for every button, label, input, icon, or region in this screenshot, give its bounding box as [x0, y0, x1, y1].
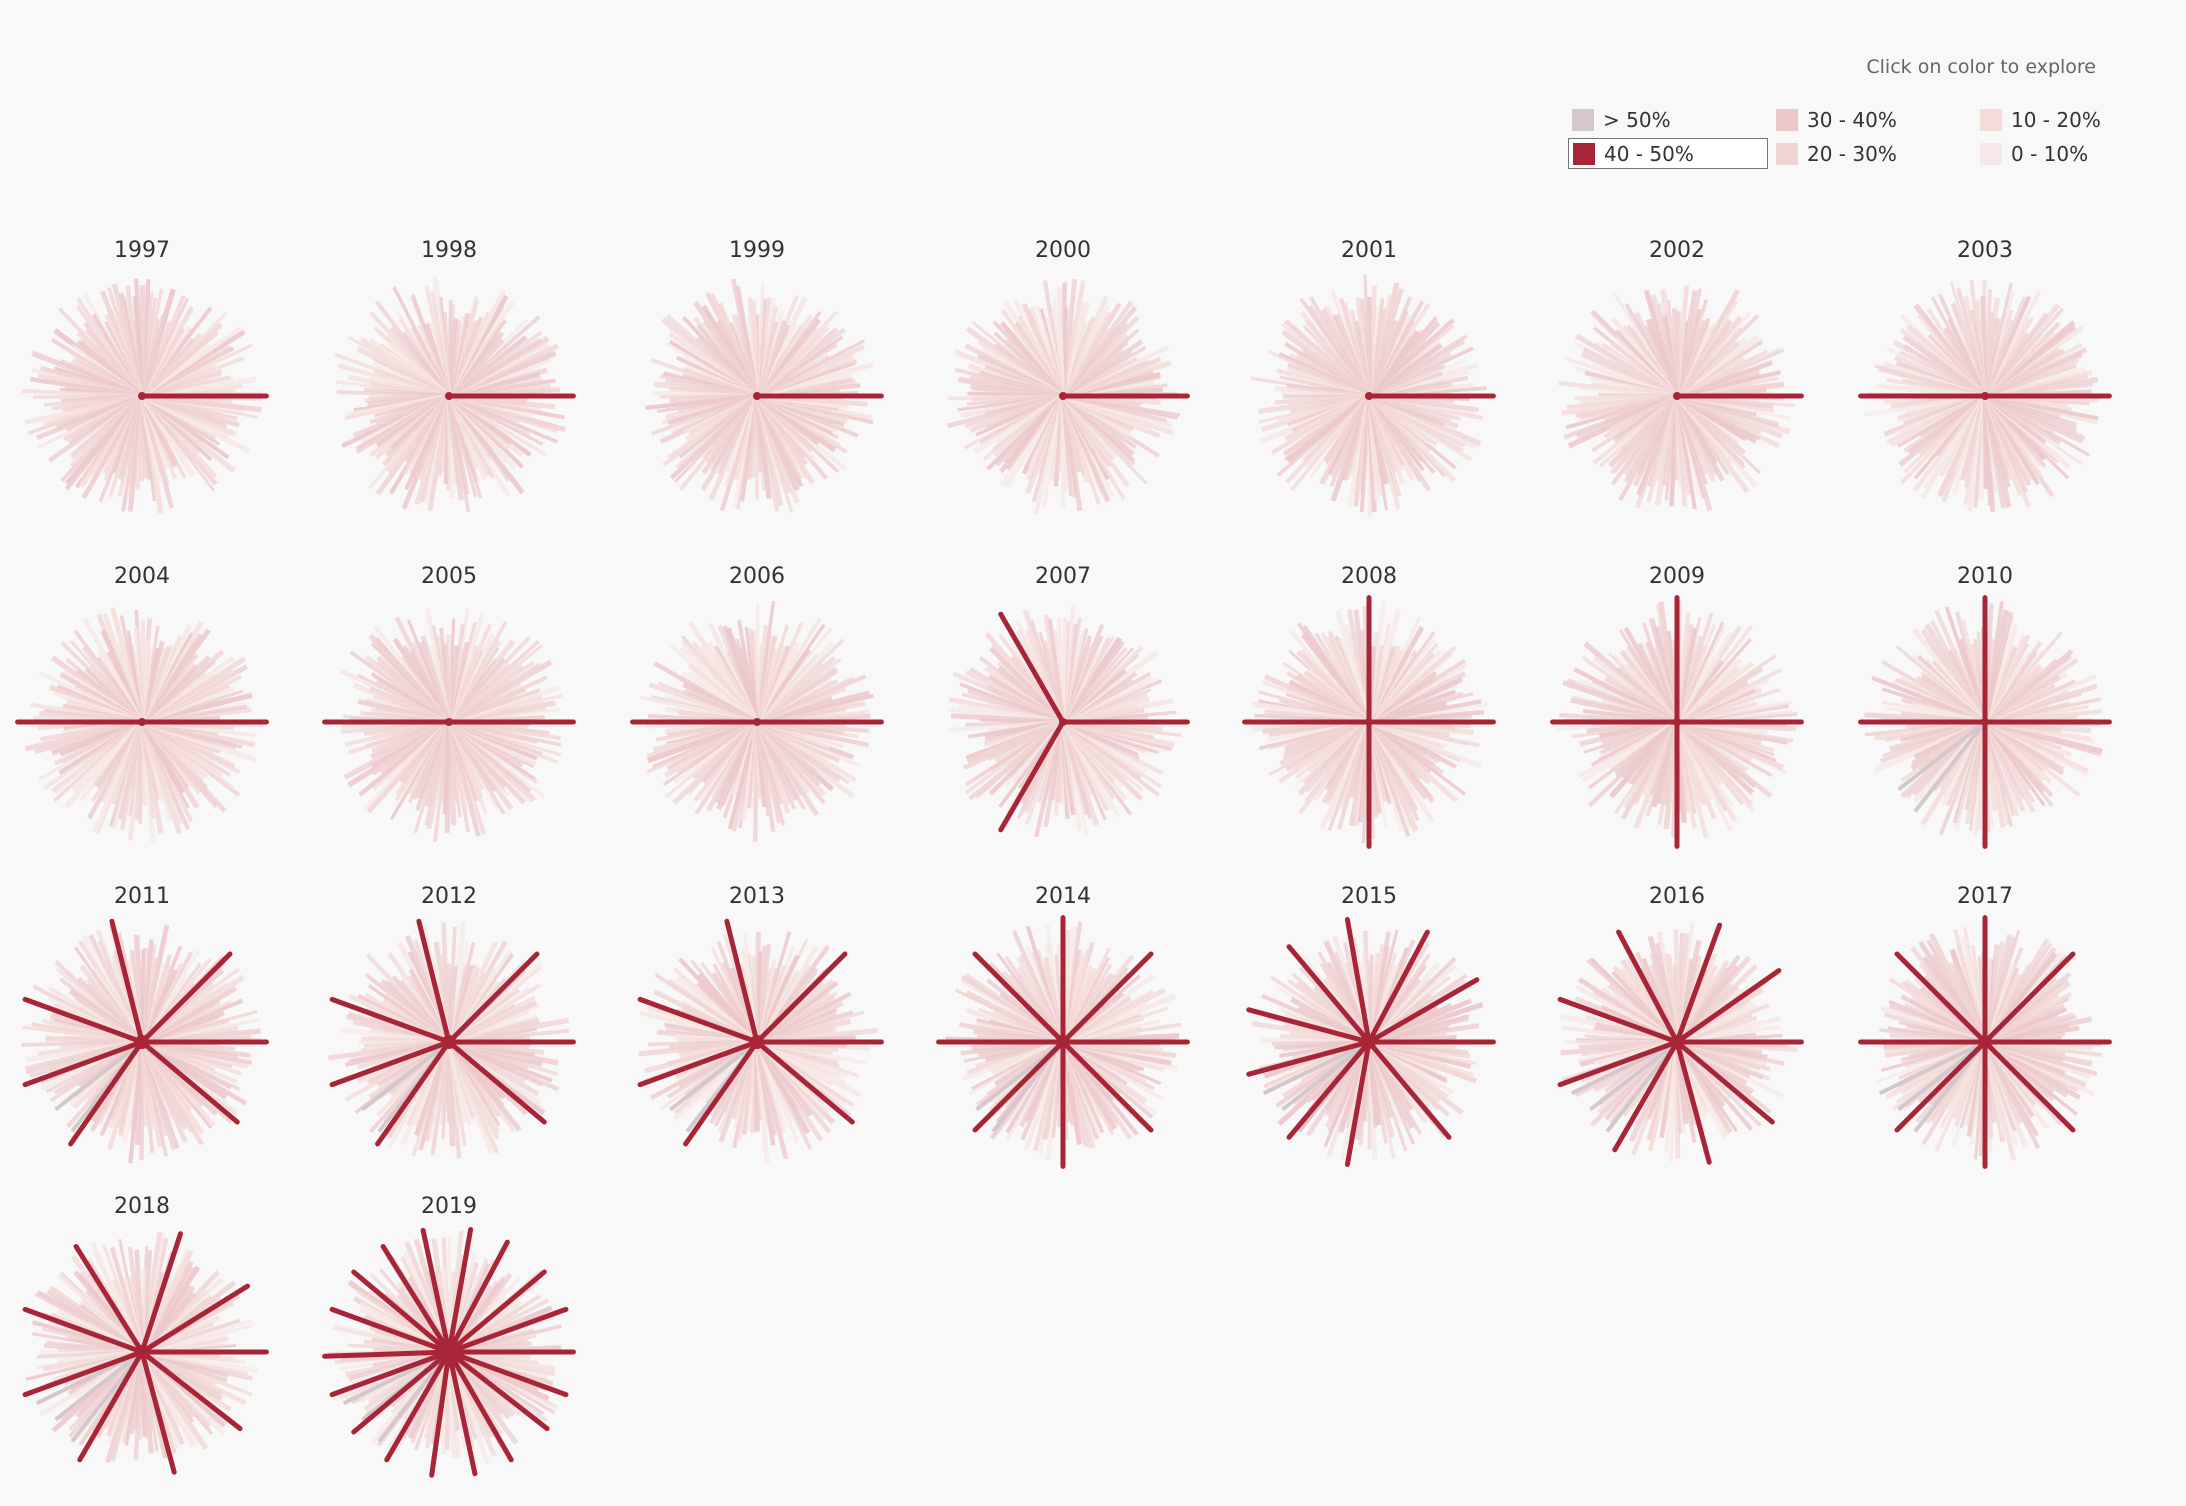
year-burst[interactable]	[10, 264, 274, 528]
color-legend: > 50% 40 - 50% 30 - 40% 20 - 30% 10 - 20% 0 -…	[1568, 104, 2108, 176]
year-label: 2016	[1597, 884, 1757, 909]
year-label: 1997	[62, 238, 222, 263]
legend-swatch	[1776, 143, 1798, 165]
year-burst[interactable]	[1853, 590, 2117, 854]
year-burst[interactable]	[10, 590, 274, 854]
legend-item[interactable]: 10 - 20%	[1976, 104, 2176, 135]
year-label: 2007	[983, 564, 1143, 589]
year-burst[interactable]	[317, 910, 581, 1174]
year-label: 2018	[62, 1194, 222, 1219]
year-burst[interactable]	[10, 910, 274, 1174]
burst-center	[1059, 392, 1067, 400]
legend-item[interactable]: > 50%	[1568, 104, 1768, 135]
year-burst[interactable]	[1853, 264, 2117, 528]
year-label: 2012	[369, 884, 529, 909]
burst-center	[445, 392, 453, 400]
legend-swatch	[1573, 143, 1595, 165]
burst-center	[1670, 1035, 1684, 1049]
year-burst[interactable]	[1237, 590, 1501, 854]
legend-swatch	[1776, 109, 1798, 131]
burst-center	[1981, 392, 1989, 400]
legend-swatch	[1980, 143, 2002, 165]
year-label: 2019	[369, 1194, 529, 1219]
year-label: 2000	[983, 238, 1143, 263]
year-label: 2003	[1905, 238, 2065, 263]
year-burst[interactable]	[625, 910, 889, 1174]
year-burst[interactable]	[317, 1220, 581, 1484]
burst-center	[135, 1035, 149, 1049]
year-burst[interactable]	[1237, 910, 1501, 1174]
burst-center	[1981, 718, 1989, 726]
year-burst[interactable]	[1545, 264, 1809, 528]
year-label: 1999	[677, 238, 837, 263]
year-label: 2002	[1597, 238, 1757, 263]
burst-center	[442, 1345, 456, 1359]
legend-label: 0 - 10%	[2011, 142, 2088, 166]
year-burst[interactable]	[317, 590, 581, 854]
legend-swatch	[1980, 109, 2002, 131]
burst-center	[1673, 392, 1681, 400]
year-burst[interactable]	[1237, 264, 1501, 528]
year-burst[interactable]	[625, 264, 889, 528]
year-burst[interactable]	[931, 590, 1195, 854]
year-label: 2011	[62, 884, 222, 909]
year-burst[interactable]	[1545, 590, 1809, 854]
year-label: 2015	[1289, 884, 1449, 909]
burst-center	[1365, 718, 1373, 726]
legend-label: > 50%	[1603, 108, 1671, 132]
year-label: 2005	[369, 564, 529, 589]
year-label: 2008	[1289, 564, 1449, 589]
year-label: 2014	[983, 884, 1143, 909]
legend-label: 40 - 50%	[1604, 142, 1694, 166]
burst-center	[445, 718, 453, 726]
burst-center	[1978, 1035, 1992, 1049]
year-burst[interactable]	[931, 910, 1195, 1174]
burst-center	[138, 718, 146, 726]
burst-center	[1673, 718, 1681, 726]
year-burst[interactable]	[625, 590, 889, 854]
year-label: 1998	[369, 238, 529, 263]
legend-item[interactable]: 40 - 50%	[1568, 138, 1768, 169]
burst-center	[138, 392, 146, 400]
burst-center	[753, 718, 761, 726]
legend-swatch	[1572, 109, 1594, 131]
burst-center	[1056, 1035, 1070, 1049]
year-label: 2013	[677, 884, 837, 909]
year-label: 2001	[1289, 238, 1449, 263]
legend-item[interactable]: 20 - 30%	[1772, 138, 1972, 169]
burst-center	[1362, 1035, 1376, 1049]
year-burst[interactable]	[317, 264, 581, 528]
year-label: 2010	[1905, 564, 2065, 589]
year-label: 2006	[677, 564, 837, 589]
burst-center	[1059, 718, 1067, 726]
legend-label: 30 - 40%	[1807, 108, 1897, 132]
year-burst[interactable]	[931, 264, 1195, 528]
legend-item[interactable]: 30 - 40%	[1772, 104, 1972, 135]
legend-label: 20 - 30%	[1807, 142, 1897, 166]
burst-center	[1365, 392, 1373, 400]
legend-hint: Click on color to explore	[1866, 56, 2096, 78]
year-label: 2004	[62, 564, 222, 589]
year-label: 2017	[1905, 884, 2065, 909]
burst-center	[753, 392, 761, 400]
year-label: 2009	[1597, 564, 1757, 589]
burst-center	[750, 1035, 764, 1049]
year-burst[interactable]	[10, 1220, 274, 1484]
burst-center	[442, 1035, 456, 1049]
year-burst[interactable]	[1545, 910, 1809, 1174]
year-burst[interactable]	[1853, 910, 2117, 1174]
legend-item[interactable]: 0 - 10%	[1976, 138, 2176, 169]
legend-label: 10 - 20%	[2011, 108, 2101, 132]
burst-center	[135, 1345, 149, 1359]
